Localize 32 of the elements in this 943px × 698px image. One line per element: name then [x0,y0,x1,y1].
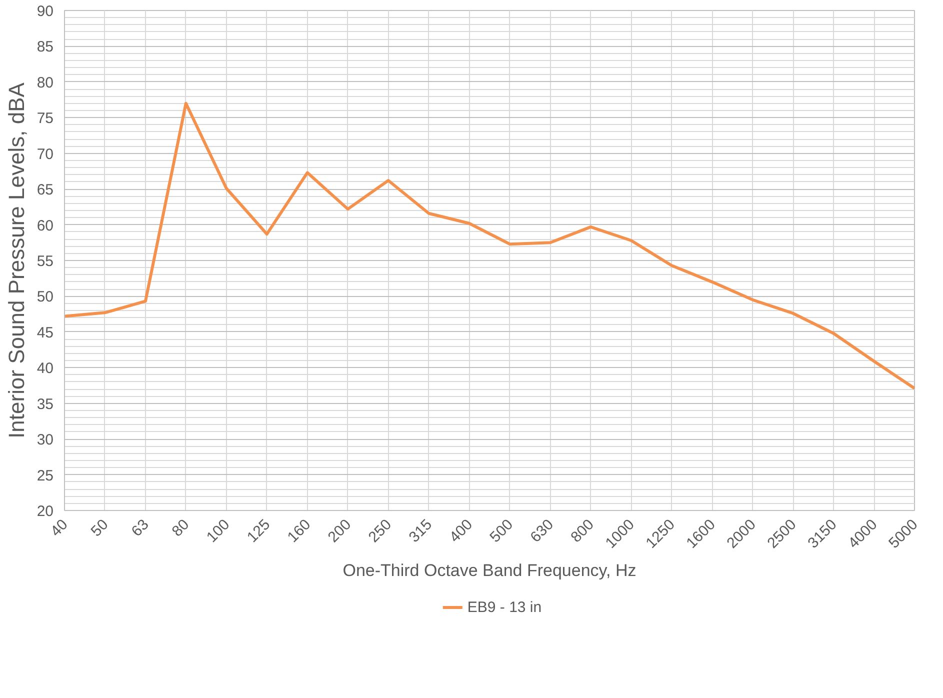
y-tick-label: 25 [36,467,54,484]
line-series [64,102,914,390]
x-tick-label: 125 [244,516,274,546]
y-tick-label: 70 [36,146,54,163]
y-tick-label: 75 [36,110,54,128]
x-tick-label: 160 [284,516,314,546]
y-tick-label: 45 [36,324,54,342]
y-tick-label: 35 [36,396,54,413]
x-axis-title: One-Third Octave Band Frequency, Hz [342,560,636,580]
y-tick-label: 85 [36,38,54,56]
x-tick-label: 800 [568,516,598,546]
y-tick-label: 30 [36,432,54,449]
x-tick-label: 400 [446,516,476,546]
y-tick-label: 65 [36,182,54,199]
x-tick-label: 200 [324,516,355,546]
y-tick-label: 60 [36,217,54,234]
x-tick-label: 80 [168,516,193,540]
x-tick-label: 315 [406,516,436,546]
x-tick-label: 50 [88,516,112,540]
x-tick-label: 630 [527,516,557,546]
y-tick-label: 90 [36,3,54,20]
y-axis-title: Interior Sound Pressure Levels, dBA [4,82,29,438]
y-tick-label: 80 [36,74,54,92]
x-tick-label: 100 [203,516,234,546]
legend-label: EB9 - 13 in [467,598,542,616]
y-tick-label: 50 [36,288,54,306]
y-tick-label: 40 [36,360,54,378]
x-tick-label: 63 [128,516,152,540]
y-tick-label: 55 [36,253,54,270]
x-tick-label: 250 [365,516,396,546]
y-tick-label: 20 [36,503,54,520]
x-tick-label: 500 [486,516,516,546]
